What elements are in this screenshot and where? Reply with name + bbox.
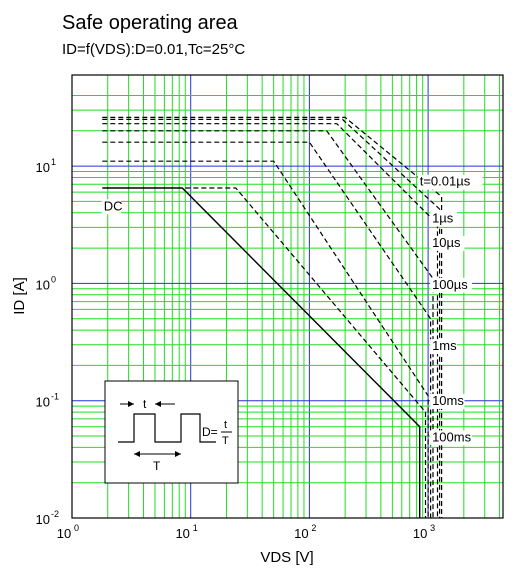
curve-label-6: 10ms — [432, 393, 464, 408]
curve-label-5: 1ms — [432, 338, 457, 353]
tick-labels: 10 0 10 1 10 2 10 310 -210 -110 010 1 — [36, 157, 436, 541]
x-tick-exp-1: 1 — [193, 523, 198, 533]
curve-label-bg — [430, 430, 473, 446]
inset-t-label: t — [143, 397, 147, 411]
x-axis-label: VDS [V] — [260, 549, 313, 566]
T-arrowhead-right — [175, 451, 181, 457]
y-axis-label: ID [A] — [11, 277, 28, 315]
duty-cycle-inset: t T D= t T — [104, 380, 239, 484]
curve-label-bg — [430, 211, 457, 227]
soa-curve-4 — [102, 130, 434, 518]
y-tick-exp-3: 1 — [51, 157, 56, 167]
y-tick-exp-2: 0 — [51, 274, 56, 284]
y-tick-label-3: 10 — [36, 160, 50, 175]
curves — [102, 116, 443, 518]
T-arrowhead-left — [134, 451, 140, 457]
curve-label-bg — [430, 393, 465, 409]
soa-curve-3 — [102, 141, 432, 518]
soa-curve-0 — [102, 187, 421, 518]
chart-subtitle: ID=f(VDS):D=0.01,Tc=25°C — [62, 41, 245, 58]
y-tick-label-2: 10 — [36, 277, 50, 292]
x-tick-exp-0: 0 — [74, 523, 79, 533]
soa-curve-5 — [102, 123, 439, 518]
x-tick-label-3: 10 — [413, 526, 427, 541]
plot-frame — [71, 74, 504, 519]
curve-label-bg — [430, 339, 457, 355]
curve-labels: DC t=0.01µs 1µs 10µs 100µs 1ms 10ms 100ms — [101, 174, 483, 446]
x-tick-exp-2: 2 — [311, 523, 316, 533]
inset-duty-numerator: t — [224, 419, 227, 431]
soa-curve-7 — [102, 116, 443, 518]
pulse-waveform — [118, 413, 216, 443]
soa-curve-1 — [185, 187, 427, 518]
curve-label-3: 10µs — [432, 235, 461, 250]
inset-duty-prefix: D= — [202, 425, 218, 439]
x-tick-exp-3: 3 — [430, 523, 435, 533]
y-tick-exp-0: -2 — [51, 509, 59, 519]
inset-duty-denominator: T — [222, 435, 229, 447]
curve-label-2: 1µs — [432, 211, 454, 226]
curve-label-7: 100ms — [432, 429, 472, 444]
inset-T-label: T — [153, 459, 161, 473]
t-arrowhead-left — [128, 401, 134, 407]
y-tick-label-0: 10 — [36, 512, 50, 527]
soa-curve-2 — [102, 160, 429, 518]
curve-label-bg — [101, 199, 121, 215]
inset-frame — [104, 380, 239, 484]
curve-label-bg — [430, 277, 473, 293]
t-arrowhead-right — [155, 401, 161, 407]
curve-label-0: DC — [104, 198, 123, 213]
y-tick-exp-1: -1 — [51, 392, 59, 402]
chart-title: Safe operating area — [62, 12, 239, 34]
soa-curve-6 — [102, 118, 441, 518]
curve-label-4: 100µs — [432, 277, 468, 292]
curve-label-1: t=0.01µs — [420, 174, 471, 189]
curve-label-bg — [430, 235, 465, 251]
x-tick-label-1: 10 — [175, 526, 189, 541]
curve-label-bg — [417, 174, 483, 190]
x-tick-label-0: 10 — [57, 526, 71, 541]
x-tick-label-2: 10 — [294, 526, 308, 541]
y-tick-label-1: 10 — [36, 395, 50, 410]
